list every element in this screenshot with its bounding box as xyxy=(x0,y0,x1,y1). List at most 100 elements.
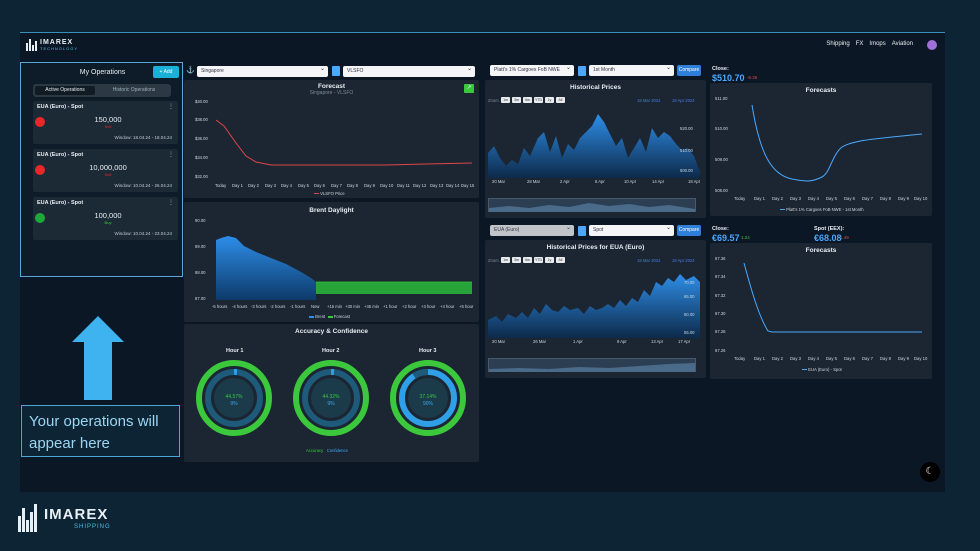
buy-indicator-icon xyxy=(35,213,45,223)
fuel-select[interactable]: VLSFO xyxy=(343,64,475,77)
x-tick: Now xyxy=(311,304,320,309)
range-1y-button[interactable]: 1y xyxy=(545,97,554,103)
x-tick: Day 2 xyxy=(772,196,783,201)
operation-side: Sell xyxy=(104,124,112,129)
x-tick: -3 hours xyxy=(251,304,267,309)
range-from: 19 Mar 2024 xyxy=(637,98,661,103)
brent-area-chart xyxy=(216,236,472,300)
location-select[interactable]: Singapore xyxy=(197,64,328,77)
more-options-icon[interactable]: ⋮ xyxy=(168,104,174,110)
nav-imops[interactable]: Imops xyxy=(869,41,886,47)
historical-eua-panel: Historical Prices for EUA (Euro) Zoom 1m… xyxy=(485,240,706,378)
operation-amount: 10,000,000 xyxy=(89,163,127,172)
period-select[interactable]: 1st Month xyxy=(589,63,674,76)
x-tick: Day 4 xyxy=(808,356,819,361)
x-tick: 14 Apr xyxy=(652,179,665,184)
operation-card[interactable]: EUA (Euro) - Spot ⋮ 10,000,000 Sell Wind… xyxy=(33,149,178,192)
accuracy-panel: Accuracy & Confidence Hour 1 Hour 2 Hour… xyxy=(184,324,479,462)
avatar[interactable] xyxy=(927,40,937,50)
eua-legend: EUA (Euro) - Spot xyxy=(802,367,842,372)
hour3-donut xyxy=(390,360,466,436)
range-3m-button[interactable]: 3m xyxy=(512,257,521,263)
more-options-icon[interactable]: ⋮ xyxy=(168,200,174,206)
range-to: 18 Apr 2024 xyxy=(672,98,695,103)
range-all-button[interactable]: All xyxy=(556,257,565,263)
navigator-scrollbar[interactable] xyxy=(488,198,696,212)
brand-logo[interactable]: IMAREX TECHNOLOGY xyxy=(26,39,78,51)
logo-bars-icon xyxy=(18,504,37,532)
vlsfo-legend-label: VLSFO Price xyxy=(320,191,345,196)
platts-legend: Platt's 1% Cargoes FoB NWE - 1st Month xyxy=(780,207,864,212)
top-bar: IMAREX TECHNOLOGY Shipping FX Imops Avia… xyxy=(20,33,945,57)
tab-active-operations[interactable]: Active Operations xyxy=(35,86,95,95)
range-1m-button[interactable]: 1m xyxy=(501,97,510,103)
x-tick: Day 5 xyxy=(826,356,837,361)
x-tick: 20 Mar xyxy=(492,339,506,344)
x-tick: Day 7 xyxy=(862,196,873,201)
range-6m-button[interactable]: 6m xyxy=(523,257,532,263)
tab-historic-operations[interactable]: Historic Operations xyxy=(112,87,156,93)
x-tick: 10 Apr xyxy=(624,179,637,184)
operation-name: EUA (Euro) - Spot xyxy=(37,200,84,206)
x-tick: Day 1 xyxy=(754,196,765,201)
x-tick: Day 9 xyxy=(898,356,909,361)
x-tick: 2 Apr xyxy=(560,179,570,184)
eua-compare-button[interactable]: Compare xyxy=(677,225,701,236)
nav-shipping[interactable]: Shipping xyxy=(826,41,850,47)
legend-accuracy: Accuracy xyxy=(306,448,324,453)
more-options-icon[interactable]: ⋮ xyxy=(168,152,174,158)
zoom-label: Zoom xyxy=(488,258,499,263)
range-ytd-button[interactable]: YTD xyxy=(534,257,543,263)
historical-eua-area-chart xyxy=(488,274,700,338)
x-tick: 26 Mar xyxy=(533,339,547,344)
y-tick: 89.00 xyxy=(195,244,206,249)
operation-card[interactable]: EUA (Euro) - Spot ⋮ 150,000 Sell Window:… xyxy=(33,101,178,144)
historical-prices-panel: Historical Prices Zoom 1m 3m 6m YTD 1y A… xyxy=(485,80,706,218)
x-tick: +1 hour xyxy=(383,304,398,309)
eua-forecast-line xyxy=(743,262,922,333)
eua-close-change: 1.24 xyxy=(741,235,750,240)
dark-mode-toggle-icon[interactable]: ☾ xyxy=(920,462,940,482)
footer-logo: IMAREX SHIPPING xyxy=(18,504,111,532)
range-6m-button[interactable]: 6m xyxy=(523,97,532,103)
x-tick: Day 10 xyxy=(380,183,394,188)
legend-forecast: Forecast xyxy=(333,314,350,319)
range-1m-button[interactable]: 1m xyxy=(501,257,510,263)
y-tick: 509.00 xyxy=(715,157,728,162)
eua-period-select[interactable]: Spot xyxy=(589,223,674,236)
platts-legend-label: Platt's 1% Cargoes FoB NWE - 1st Month xyxy=(786,207,864,212)
operation-card[interactable]: EUA (Euro) - Spot ⋮ 100,000 Buy Window: … xyxy=(33,197,178,240)
x-tick: Day 9 xyxy=(898,196,909,201)
eua-product-select[interactable]: EUA (Euro) xyxy=(490,223,574,236)
compare-button[interactable]: Compare xyxy=(677,65,701,76)
platts-forecast-line xyxy=(751,104,923,182)
x-tick: Today xyxy=(734,196,746,201)
x-tick: Day 13 xyxy=(430,183,444,188)
navigator-scrollbar[interactable] xyxy=(488,358,696,372)
platts-forecast-title: Forecasts xyxy=(805,87,837,94)
operations-title: My Operations xyxy=(79,69,126,76)
nav-fx[interactable]: FX xyxy=(855,41,864,47)
legend-brent: Brent xyxy=(315,314,326,319)
range-all-button[interactable]: All xyxy=(556,97,565,103)
add-operation-button[interactable]: + Add xyxy=(153,66,179,78)
y-tick: 67.34 xyxy=(715,274,726,279)
operation-side: Buy xyxy=(104,220,112,225)
nav-aviation[interactable]: Aviation xyxy=(891,41,913,47)
y-tick: $34.00 xyxy=(195,155,208,160)
range-3m-button[interactable]: 3m xyxy=(512,97,521,103)
product-select[interactable]: Platt's 1% Cargoes FoB NWE xyxy=(490,63,574,76)
hour3-accuracy: 37.14% xyxy=(419,394,437,400)
export-icon[interactable]: ↗ xyxy=(464,84,474,93)
y-tick: 60.00 xyxy=(684,312,695,317)
range-1y-button[interactable]: 1y xyxy=(545,257,554,263)
y-tick: $32.00 xyxy=(195,174,208,179)
operation-side: Sell xyxy=(104,172,112,177)
y-tick: 87.00 xyxy=(195,296,206,301)
x-tick: Day 5 xyxy=(298,183,309,188)
x-tick: Day 4 xyxy=(808,196,819,201)
range-ytd-button[interactable]: YTD xyxy=(534,97,543,103)
accuracy-title: Accuracy & Confidence xyxy=(295,328,368,335)
main-nav: Shipping FX Imops Aviation xyxy=(826,41,913,47)
historical-title: Historical Prices xyxy=(570,84,621,91)
